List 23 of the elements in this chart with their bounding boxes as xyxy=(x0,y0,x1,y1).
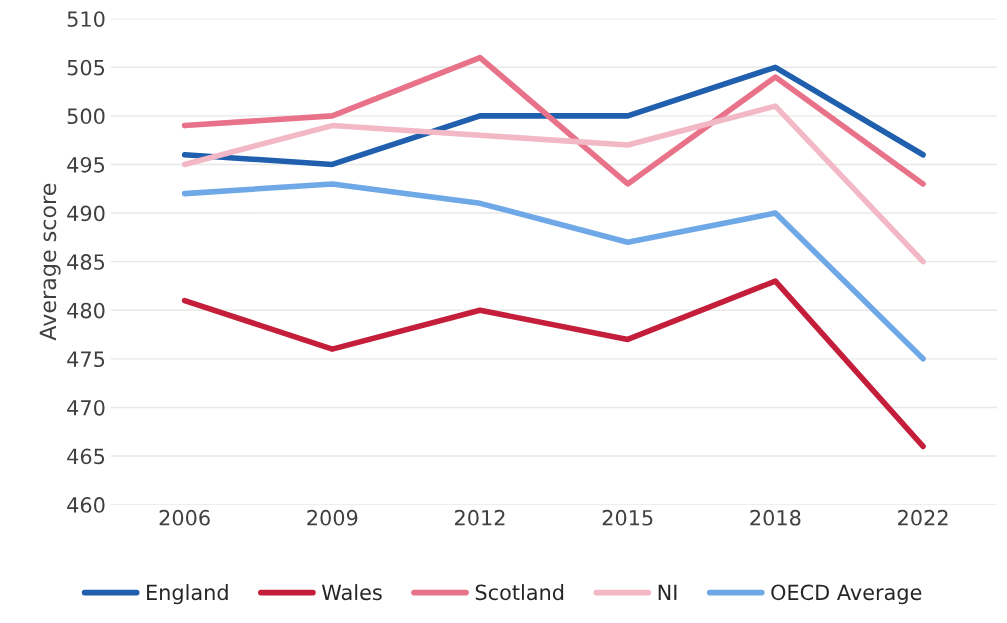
x-tick-label: 2009 xyxy=(307,509,358,526)
y-tick-label: 505 xyxy=(67,59,105,76)
x-tick-label: 2006 xyxy=(159,509,210,526)
y-tick-label: 490 xyxy=(67,205,105,222)
x-tick-label: 2015 xyxy=(602,509,653,526)
y-tick-label: 500 xyxy=(67,108,105,125)
y-tick-label: 510 xyxy=(67,11,105,27)
y-axis-title: Average score xyxy=(39,183,61,341)
x-tick-label: 2018 xyxy=(750,509,801,526)
legend-label: England xyxy=(147,584,228,605)
y-tick-label: 470 xyxy=(67,399,105,416)
legend-label: NI xyxy=(658,584,677,600)
x-tick-label: 2012 xyxy=(455,509,505,526)
x-tick-label: 2022 xyxy=(898,509,948,526)
y-tick-label: 480 xyxy=(67,302,105,319)
legend-label: OECD Average xyxy=(771,584,922,605)
y-tick-label: 485 xyxy=(67,254,105,270)
y-tick-label: 465 xyxy=(67,448,105,465)
legend-label: Wales xyxy=(321,584,382,601)
y-tick-label: 475 xyxy=(67,351,105,368)
y-tick-label: 495 xyxy=(67,156,105,173)
legend-label: Scotland xyxy=(475,584,564,601)
y-tick-label: 460 xyxy=(67,497,105,513)
